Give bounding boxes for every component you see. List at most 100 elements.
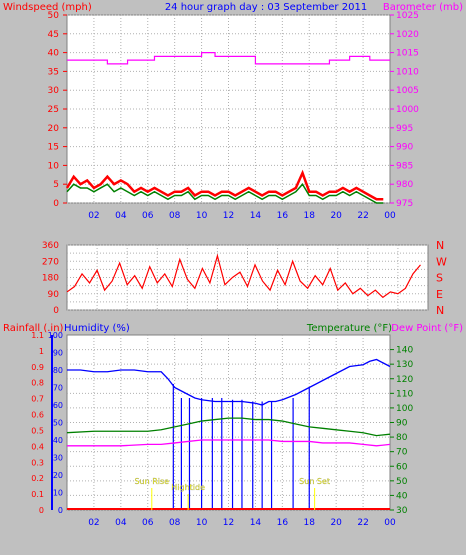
- x-tick-label: 10: [196, 518, 208, 528]
- humidity-tick-label: 80: [53, 366, 63, 375]
- compass-label: W: [436, 255, 447, 268]
- dewpoint-line: [67, 439, 391, 447]
- rain-tick-label: 0.4: [31, 442, 44, 451]
- temperature-tick-label: 110: [396, 389, 413, 399]
- barometer-tick-label: 1005: [396, 86, 419, 96]
- wind-tick-label: 40: [48, 49, 60, 59]
- temperature-tick-label: 90: [396, 419, 408, 429]
- barometer-tick-label: 980: [396, 180, 413, 190]
- temperature-axis-title: Temperature (°F): [306, 323, 392, 334]
- temperature-line: [66, 417, 391, 437]
- barometer-tick-label: 1015: [396, 49, 419, 59]
- temperature-tick-label: 50: [396, 477, 408, 487]
- compass-label: N: [436, 304, 444, 317]
- wind-barometer-panel: 0510152025303540455097598098599099510001…: [48, 11, 420, 221]
- temperature-tick-label: 70: [396, 448, 408, 458]
- x-tick-label: 06: [142, 518, 154, 528]
- x-tick-label: 06: [142, 211, 154, 221]
- x-tick-label: 00: [384, 518, 396, 528]
- direction-tick-label: 0: [53, 306, 59, 316]
- x-tick-label: 08: [169, 518, 181, 528]
- annotation-label: Sun Rise: [134, 477, 169, 486]
- wind-tick-label: 0: [53, 199, 59, 209]
- x-tick-label: 04: [115, 518, 127, 528]
- direction-tick-label: 270: [42, 257, 59, 267]
- temperature-tick-label: 140: [396, 346, 413, 356]
- annotation-label: Sun Set: [299, 477, 330, 486]
- barometer-tick-label: 1000: [396, 105, 419, 115]
- barometer-tick-label: 995: [396, 124, 413, 134]
- direction-tick-label: 180: [42, 274, 59, 284]
- humidity-tick-label: 30: [53, 454, 63, 463]
- barometer-tick-label: 1025: [396, 11, 419, 21]
- humidity-tick-label: 100: [48, 331, 63, 340]
- rain-tick-label: 0.7: [31, 395, 44, 404]
- wind-tick-label: 35: [48, 67, 59, 77]
- x-tick-label: 12: [223, 211, 234, 221]
- barometer-tick-label: 990: [396, 143, 413, 153]
- temperature-tick-label: 30: [396, 506, 408, 516]
- annotation-label: Hightide: [171, 483, 205, 492]
- temperature-tick-label: 60: [396, 462, 408, 472]
- rain-tick-label: 0.1: [31, 490, 44, 499]
- x-tick-label: 16: [277, 518, 289, 528]
- barometer-tick-label: 1020: [396, 30, 419, 40]
- wind-tick-label: 30: [48, 86, 60, 96]
- dewpoint-axis-title: Dew Point (°F): [391, 323, 463, 334]
- wind-tick-label: 20: [48, 124, 60, 134]
- x-tick-label: 14: [250, 211, 262, 221]
- temperature-tick-label: 130: [396, 360, 413, 370]
- x-tick-label: 18: [304, 211, 316, 221]
- x-tick-label: 16: [277, 211, 289, 221]
- wind-axis-title: Windspeed (mph): [3, 2, 92, 13]
- rain-tick-label: 0.9: [31, 363, 44, 372]
- rain-tick-label: 0.3: [31, 458, 44, 467]
- rain-tick-label: 0.8: [31, 379, 44, 388]
- wind-tick-label: 10: [48, 161, 60, 171]
- humidity-tick-label: 10: [53, 489, 63, 498]
- gust-line: [66, 182, 384, 204]
- humidity-tick-label: 0: [58, 506, 63, 515]
- windspeed-line: [65, 169, 384, 201]
- barometer-tick-label: 975: [396, 199, 413, 209]
- temperature-tick-label: 120: [396, 375, 413, 385]
- compass-label: S: [436, 272, 443, 285]
- x-tick-label: 22: [357, 518, 368, 528]
- humidity-tick-label: 50: [53, 419, 63, 428]
- humidity-tick-label: 60: [53, 401, 63, 410]
- x-tick-label: 00: [384, 211, 396, 221]
- humidity-tick-label: 40: [53, 436, 63, 445]
- temperature-tick-label: 40: [396, 491, 408, 501]
- wind-tick-label: 5: [53, 180, 59, 190]
- wind-tick-label: 45: [48, 30, 59, 40]
- rain-tick-label: 1: [39, 347, 44, 356]
- temperature-tick-label: 80: [396, 433, 408, 443]
- x-tick-label: 10: [196, 211, 208, 221]
- wind-tick-label: 25: [48, 105, 59, 115]
- wind-tick-label: 15: [48, 143, 59, 153]
- x-tick-label: 02: [88, 211, 99, 221]
- humidity-tick-label: 90: [53, 349, 63, 358]
- wind-tick-label: 50: [48, 11, 60, 21]
- temperature-tick-label: 100: [396, 404, 413, 414]
- rain-tick-label: 0.2: [31, 474, 44, 483]
- barometer-axis-title: Barometer (mb): [383, 2, 463, 13]
- humidity-temperature-panel: 3040506070809010011012013014000.10.20.30…: [31, 331, 413, 528]
- rainfall-axis-title: Rainfall (.in): [3, 323, 64, 334]
- rain-tick-label: 1.1: [31, 331, 44, 340]
- x-tick-label: 14: [250, 518, 262, 528]
- rain-tick-label: 0: [39, 506, 44, 515]
- x-tick-label: 22: [357, 211, 368, 221]
- direction-tick-label: 360: [42, 241, 59, 251]
- wind-direction-line: [66, 253, 421, 299]
- humidity-axis-title: Humidity (%): [64, 323, 130, 334]
- x-tick-label: 18: [304, 518, 316, 528]
- humidity-tick-label: 70: [53, 384, 63, 393]
- x-tick-label: 04: [115, 211, 127, 221]
- humidity-line: [67, 358, 391, 406]
- barometer-tick-label: 1010: [396, 67, 419, 77]
- compass-label: N: [436, 239, 444, 252]
- x-tick-label: 12: [223, 518, 234, 528]
